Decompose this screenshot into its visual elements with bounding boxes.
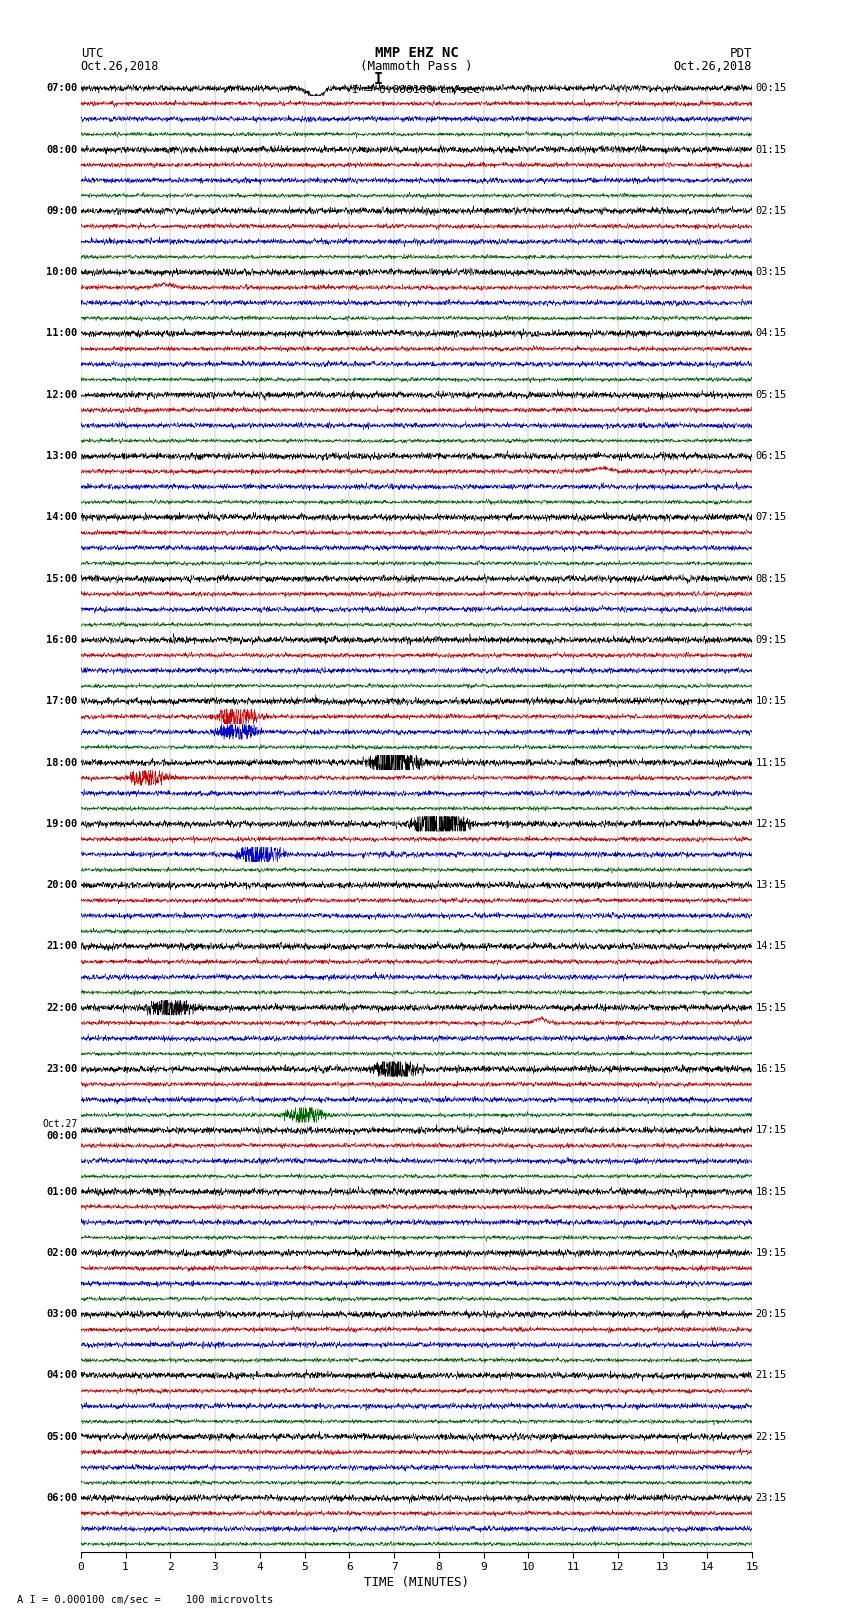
Text: 15:15: 15:15 [756, 1003, 787, 1013]
Text: 13:00: 13:00 [46, 452, 77, 461]
Text: 23:00: 23:00 [46, 1065, 77, 1074]
Text: 07:15: 07:15 [756, 513, 787, 523]
Text: 04:15: 04:15 [756, 329, 787, 339]
Text: 17:15: 17:15 [756, 1126, 787, 1136]
Text: 11:15: 11:15 [756, 758, 787, 768]
Text: 17:00: 17:00 [46, 697, 77, 706]
Text: 02:00: 02:00 [46, 1248, 77, 1258]
Text: PDT: PDT [730, 47, 752, 60]
Text: 14:00: 14:00 [46, 513, 77, 523]
Text: 18:15: 18:15 [756, 1187, 787, 1197]
Text: Oct.26,2018: Oct.26,2018 [674, 60, 752, 73]
X-axis label: TIME (MINUTES): TIME (MINUTES) [364, 1576, 469, 1589]
Text: MMP EHZ NC: MMP EHZ NC [375, 45, 458, 60]
Text: 16:15: 16:15 [756, 1065, 787, 1074]
Text: I = 0.000100 cm/sec: I = 0.000100 cm/sec [353, 84, 480, 95]
Text: 03:15: 03:15 [756, 268, 787, 277]
Text: Oct.27: Oct.27 [42, 1119, 77, 1129]
Text: 12:15: 12:15 [756, 819, 787, 829]
Text: 12:00: 12:00 [46, 390, 77, 400]
Text: 04:00: 04:00 [46, 1371, 77, 1381]
Text: 20:00: 20:00 [46, 881, 77, 890]
Text: 20:15: 20:15 [756, 1310, 787, 1319]
Text: UTC: UTC [81, 47, 103, 60]
Text: 19:00: 19:00 [46, 819, 77, 829]
Text: 05:00: 05:00 [46, 1432, 77, 1442]
Text: 05:15: 05:15 [756, 390, 787, 400]
Text: 11:00: 11:00 [46, 329, 77, 339]
Text: 00:00: 00:00 [46, 1131, 77, 1140]
Text: 01:15: 01:15 [756, 145, 787, 155]
Text: 09:00: 09:00 [46, 206, 77, 216]
Text: 10:15: 10:15 [756, 697, 787, 706]
Text: 02:15: 02:15 [756, 206, 787, 216]
Text: 08:00: 08:00 [46, 145, 77, 155]
Text: 03:00: 03:00 [46, 1310, 77, 1319]
Text: 07:00: 07:00 [46, 84, 77, 94]
Text: 08:15: 08:15 [756, 574, 787, 584]
Text: 21:00: 21:00 [46, 942, 77, 952]
Text: 06:15: 06:15 [756, 452, 787, 461]
Text: 22:00: 22:00 [46, 1003, 77, 1013]
Text: 00:15: 00:15 [756, 84, 787, 94]
Text: 06:00: 06:00 [46, 1494, 77, 1503]
Text: 09:15: 09:15 [756, 636, 787, 645]
Text: 13:15: 13:15 [756, 881, 787, 890]
Text: 21:15: 21:15 [756, 1371, 787, 1381]
Text: I: I [374, 71, 382, 87]
Text: A I = 0.000100 cm/sec =    100 microvolts: A I = 0.000100 cm/sec = 100 microvolts [17, 1595, 273, 1605]
Text: 23:15: 23:15 [756, 1494, 787, 1503]
Text: 16:00: 16:00 [46, 636, 77, 645]
Text: 14:15: 14:15 [756, 942, 787, 952]
Text: 18:00: 18:00 [46, 758, 77, 768]
Text: 15:00: 15:00 [46, 574, 77, 584]
Text: (Mammoth Pass ): (Mammoth Pass ) [360, 60, 473, 73]
Text: Oct.26,2018: Oct.26,2018 [81, 60, 159, 73]
Text: 10:00: 10:00 [46, 268, 77, 277]
Text: 01:00: 01:00 [46, 1187, 77, 1197]
Text: 22:15: 22:15 [756, 1432, 787, 1442]
Text: 19:15: 19:15 [756, 1248, 787, 1258]
